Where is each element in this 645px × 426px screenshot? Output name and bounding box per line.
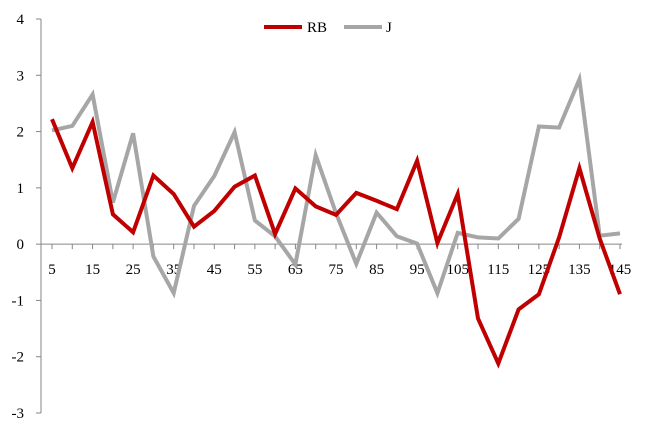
x-tick-label: 115 bbox=[487, 262, 509, 278]
x-tick-label: 95 bbox=[410, 262, 425, 278]
x-tick-label: 55 bbox=[247, 262, 262, 278]
x-tick-label: 105 bbox=[446, 262, 469, 278]
y-tick-label: -2 bbox=[12, 350, 25, 366]
legend-label-j: J bbox=[386, 20, 392, 36]
x-tick-label: 25 bbox=[126, 262, 141, 278]
y-tick-label: 0 bbox=[17, 237, 25, 253]
series-lines bbox=[50, 71, 622, 369]
series-line-rb bbox=[50, 115, 622, 369]
x-tick-label: 75 bbox=[329, 262, 344, 278]
legend-label-rb: RB bbox=[307, 20, 327, 36]
x-tick-label: 85 bbox=[369, 262, 384, 278]
x-tick-label: 15 bbox=[85, 262, 100, 278]
axes bbox=[36, 18, 622, 414]
y-tick-label: 4 bbox=[17, 12, 25, 28]
series-line-j bbox=[51, 71, 621, 299]
y-tick-label: -1 bbox=[12, 293, 25, 309]
x-tick-label: 65 bbox=[288, 262, 303, 278]
y-tick-label: 2 bbox=[17, 125, 25, 141]
legend: RB J bbox=[264, 20, 392, 36]
y-tick-label: 3 bbox=[17, 68, 25, 84]
x-tick-label: 135 bbox=[568, 262, 591, 278]
x-tick-label: 45 bbox=[207, 262, 222, 278]
x-tick-label: 5 bbox=[48, 262, 56, 278]
y-tick-label: 1 bbox=[17, 181, 25, 197]
y-tick-label: -3 bbox=[12, 406, 25, 422]
